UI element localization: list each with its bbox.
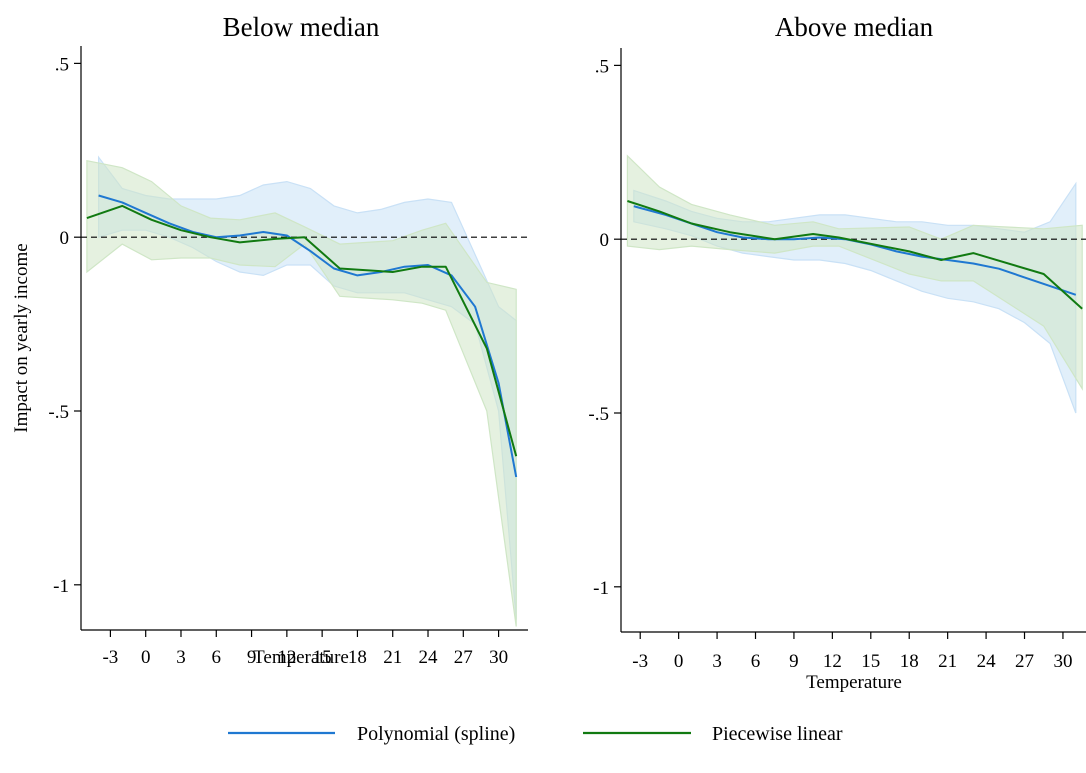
- x-tick-label: 27: [1015, 651, 1034, 672]
- y-tick-label: -.5: [48, 402, 69, 423]
- series-lines: [627, 200, 1083, 310]
- series-lines: [86, 194, 518, 478]
- x-tick-label: 0: [141, 647, 151, 668]
- x-tick-label: 24: [977, 651, 997, 672]
- series-line-polynomial: [98, 194, 518, 478]
- ci-bands: [626, 154, 1083, 414]
- x-tick-label: 9: [789, 651, 799, 672]
- x-axis-title: Temperature: [253, 647, 349, 668]
- y-tick-label: .5: [55, 54, 69, 75]
- panel-title: Above median: [775, 12, 934, 42]
- x-tick-label: 15: [861, 651, 880, 672]
- x-tick-label: 21: [938, 651, 957, 672]
- axes: .5 0 -.5 -1 -3 0 3 6 9 12 15 18 21 24 27 30: [588, 48, 1086, 672]
- x-tick-label: 6: [751, 651, 761, 672]
- panel-title: Below median: [223, 12, 380, 42]
- y-tick-label: 0: [60, 228, 70, 249]
- x-tick-label: 12: [277, 647, 296, 668]
- ci-band-piecewise: [86, 159, 517, 627]
- x-tick-label: 0: [674, 651, 684, 672]
- legend-label-polynomial: Polynomial (spline): [357, 723, 515, 745]
- y-tick-label: .5: [595, 56, 609, 77]
- x-tick-label: 27: [454, 647, 473, 668]
- x-tick-label: 30: [489, 647, 508, 668]
- x-tick-label: 9: [247, 647, 257, 668]
- x-tick-label: -3: [632, 651, 648, 672]
- x-tick-label: 3: [176, 647, 186, 668]
- x-tick-label: -3: [102, 647, 118, 668]
- y-tick-label: -.5: [588, 404, 609, 425]
- x-tick-label: 21: [383, 647, 402, 668]
- series-line-piecewise: [86, 204, 518, 457]
- series-line-piecewise: [627, 200, 1083, 310]
- x-tick-label: 18: [348, 647, 367, 668]
- panel-above-median: Above median .5 0 -.5 -1 -3 0 3 6 9 12 15 18 21 24 27 3…: [588, 12, 1086, 693]
- y-tick-label: -1: [53, 576, 69, 597]
- x-axis-title: Temperature: [806, 672, 902, 693]
- panel-below-median: Below median .5 0 -.5 -1 -3 0 3 6 9 12 15 18 21 24 27 3…: [11, 12, 528, 668]
- x-tick-label: 15: [313, 647, 332, 668]
- x-tick-label: 12: [823, 651, 842, 672]
- y-tick-label: 0: [600, 230, 610, 251]
- x-tick-label: 30: [1053, 651, 1072, 672]
- axes: .5 0 -.5 -1 -3 0 3 6 9 12 15 18 21 24 27 30: [48, 46, 528, 668]
- y-axis-title: Impact on yearly income: [11, 243, 32, 432]
- ci-band-piecewise: [626, 154, 1083, 391]
- legend-label-piecewise: Piecewise linear: [712, 723, 843, 745]
- ci-bands: [86, 155, 517, 627]
- y-tick-label: -1: [593, 578, 609, 599]
- legend: Polynomial (spline) Piecewise linear: [228, 723, 843, 745]
- x-tick-label: 24: [419, 647, 439, 668]
- x-tick-label: 3: [712, 651, 722, 672]
- x-tick-label: 6: [212, 647, 222, 668]
- x-tick-label: 18: [900, 651, 919, 672]
